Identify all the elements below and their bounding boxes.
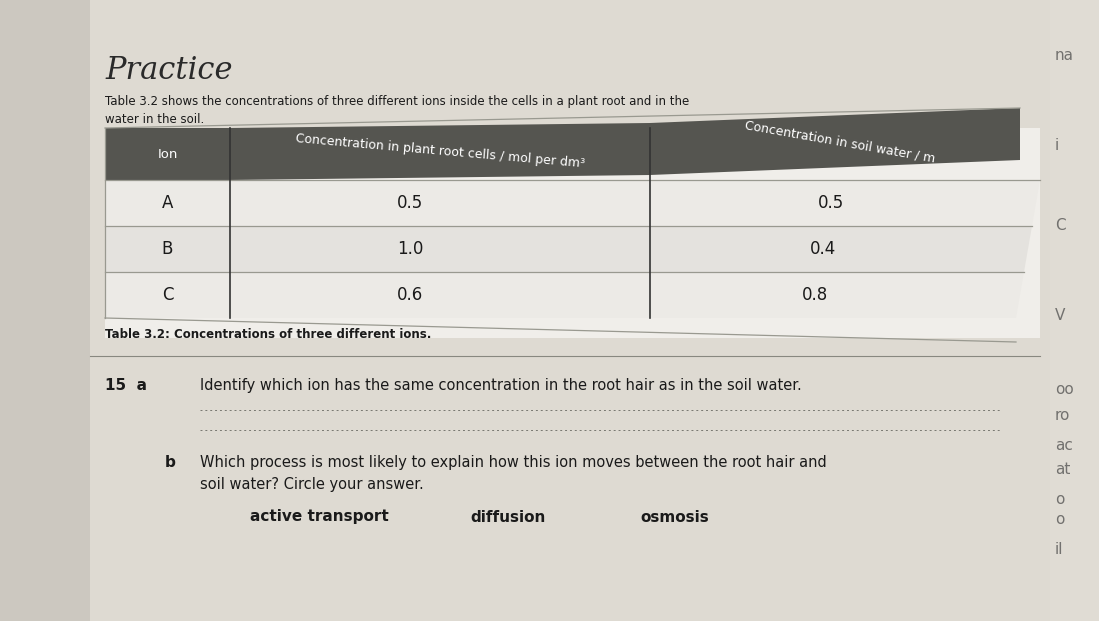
Bar bbox=[1040, 0, 1099, 621]
Text: oo: oo bbox=[1055, 383, 1074, 397]
Text: ro: ro bbox=[1055, 407, 1070, 422]
Text: 0.5: 0.5 bbox=[397, 194, 423, 212]
Text: il: il bbox=[1055, 543, 1064, 558]
Text: Concentration in plant root cells / mol per dm³: Concentration in plant root cells / mol … bbox=[295, 132, 585, 170]
Text: osmosis: osmosis bbox=[640, 509, 709, 525]
Text: o: o bbox=[1055, 512, 1064, 527]
Text: active transport: active transport bbox=[249, 509, 389, 525]
Bar bbox=[90, 0, 1050, 621]
Text: water in the soil.: water in the soil. bbox=[106, 113, 204, 126]
Bar bbox=[106, 128, 1040, 338]
PathPatch shape bbox=[106, 108, 1020, 180]
PathPatch shape bbox=[106, 272, 1024, 318]
Text: Table 3.2: Concentrations of three different ions.: Table 3.2: Concentrations of three diffe… bbox=[106, 328, 432, 341]
Text: 0.5: 0.5 bbox=[818, 194, 844, 212]
Text: V: V bbox=[1055, 307, 1065, 322]
Text: C: C bbox=[1055, 217, 1066, 232]
Text: Ion: Ion bbox=[157, 148, 178, 160]
Text: 0.4: 0.4 bbox=[810, 240, 836, 258]
Text: soil water? Circle your answer.: soil water? Circle your answer. bbox=[200, 477, 424, 492]
Text: na: na bbox=[1055, 47, 1074, 63]
Text: Identify which ion has the same concentration in the root hair as in the soil wa: Identify which ion has the same concentr… bbox=[200, 378, 802, 393]
Text: b: b bbox=[165, 455, 176, 470]
Text: ac: ac bbox=[1055, 438, 1073, 453]
Text: 0.8: 0.8 bbox=[802, 286, 829, 304]
Text: 1.0: 1.0 bbox=[397, 240, 423, 258]
Text: Practice: Practice bbox=[106, 55, 233, 86]
Text: Table 3.2 shows the concentrations of three different ions inside the cells in a: Table 3.2 shows the concentrations of th… bbox=[106, 95, 689, 108]
Text: o: o bbox=[1055, 492, 1064, 507]
PathPatch shape bbox=[106, 226, 1032, 272]
Text: Which process is most likely to explain how this ion moves between the root hair: Which process is most likely to explain … bbox=[200, 455, 826, 470]
Text: C: C bbox=[162, 286, 174, 304]
Text: Concentration in soil water / m: Concentration in soil water / m bbox=[744, 119, 936, 165]
Text: i: i bbox=[1055, 137, 1059, 153]
Text: at: at bbox=[1055, 463, 1070, 478]
Text: 0.6: 0.6 bbox=[397, 286, 423, 304]
Text: 15  a: 15 a bbox=[106, 378, 147, 393]
Text: B: B bbox=[162, 240, 174, 258]
PathPatch shape bbox=[106, 180, 1040, 226]
Text: diffusion: diffusion bbox=[470, 509, 545, 525]
Text: A: A bbox=[162, 194, 174, 212]
